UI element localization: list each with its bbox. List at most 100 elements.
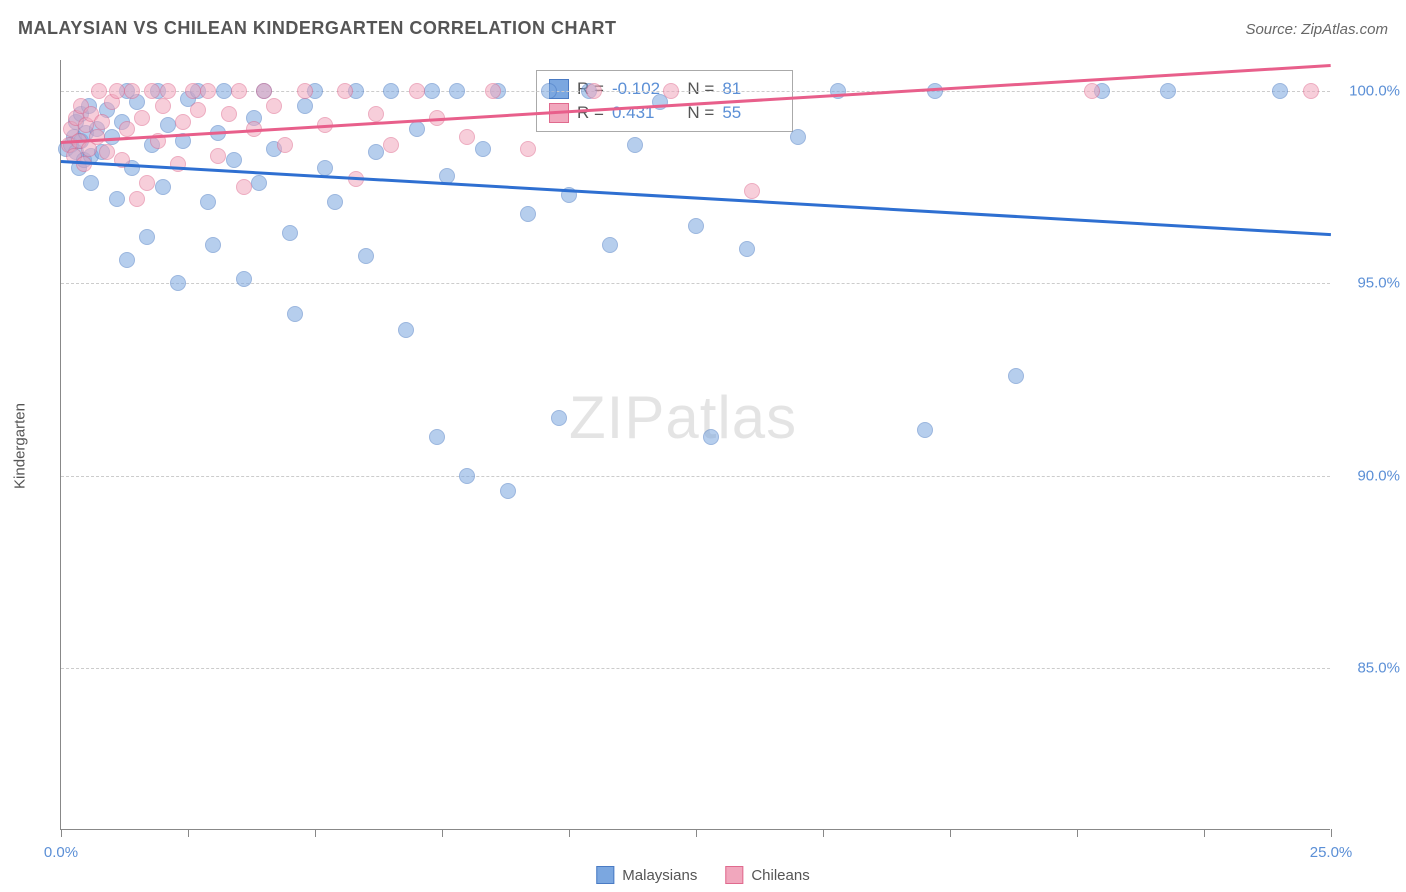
- data-point: [383, 83, 399, 99]
- data-point: [282, 225, 298, 241]
- xtick: [1204, 829, 1205, 837]
- data-point: [251, 175, 267, 191]
- source-label: Source: ZipAtlas.com: [1245, 21, 1388, 38]
- legend-series-label: Chileans: [751, 867, 809, 884]
- data-point: [475, 141, 491, 157]
- data-point: [485, 83, 501, 99]
- data-point: [368, 144, 384, 160]
- data-point: [99, 144, 115, 160]
- data-point: [139, 229, 155, 245]
- xtick: [696, 829, 697, 837]
- xtick: [950, 829, 951, 837]
- legend-swatch: [596, 866, 614, 884]
- stats-n-label: N =: [678, 79, 714, 99]
- data-point: [124, 83, 140, 99]
- xtick: [1331, 829, 1332, 837]
- y-axis-label: Kindergarten: [12, 403, 29, 489]
- legend-item: Chileans: [725, 866, 809, 884]
- data-point: [317, 160, 333, 176]
- ytick-label: 100.0%: [1340, 82, 1400, 99]
- data-point: [200, 194, 216, 210]
- data-point: [83, 175, 99, 191]
- data-point: [602, 237, 618, 253]
- data-point: [155, 179, 171, 195]
- data-point: [520, 206, 536, 222]
- data-point: [185, 83, 201, 99]
- data-point: [429, 429, 445, 445]
- data-point: [221, 106, 237, 122]
- gridline-h: [61, 91, 1330, 92]
- data-point: [287, 306, 303, 322]
- data-point: [368, 106, 384, 122]
- series-legend: Malaysians Chileans: [596, 866, 809, 884]
- data-point: [231, 83, 247, 99]
- data-point: [459, 468, 475, 484]
- data-point: [205, 237, 221, 253]
- data-point: [134, 110, 150, 126]
- gridline-h: [61, 668, 1330, 669]
- data-point: [337, 83, 353, 99]
- data-point: [266, 98, 282, 114]
- data-point: [744, 183, 760, 199]
- scatter-plot-area: ZIPatlas R = -0.102 N = 81R = 0.431 N = …: [60, 60, 1330, 830]
- data-point: [297, 98, 313, 114]
- data-point: [358, 248, 374, 264]
- gridline-h: [61, 476, 1330, 477]
- data-point: [119, 252, 135, 268]
- legend-swatch: [725, 866, 743, 884]
- data-point: [139, 175, 155, 191]
- data-point: [383, 137, 399, 153]
- data-point: [144, 83, 160, 99]
- data-point: [688, 218, 704, 234]
- data-point: [1008, 368, 1024, 384]
- data-point: [327, 194, 343, 210]
- xtick: [61, 829, 62, 837]
- data-point: [119, 121, 135, 137]
- data-point: [277, 137, 293, 153]
- data-point: [586, 83, 602, 99]
- data-point: [1084, 83, 1100, 99]
- xtick: [442, 829, 443, 837]
- data-point: [236, 271, 252, 287]
- data-point: [1303, 83, 1319, 99]
- data-point: [210, 148, 226, 164]
- data-point: [236, 179, 252, 195]
- data-point: [175, 114, 191, 130]
- xtick: [1077, 829, 1078, 837]
- data-point: [200, 83, 216, 99]
- data-point: [398, 322, 414, 338]
- data-point: [89, 129, 105, 145]
- data-point: [109, 83, 125, 99]
- data-point: [170, 275, 186, 291]
- data-point: [155, 98, 171, 114]
- xtick: [315, 829, 316, 837]
- data-point: [703, 429, 719, 445]
- data-point: [1272, 83, 1288, 99]
- xtick: [569, 829, 570, 837]
- data-point: [1160, 83, 1176, 99]
- legend-item: Malaysians: [596, 866, 697, 884]
- data-point: [627, 137, 643, 153]
- ytick-label: 85.0%: [1340, 660, 1400, 677]
- data-point: [190, 102, 206, 118]
- data-point: [297, 83, 313, 99]
- xtick-label: 25.0%: [1310, 844, 1353, 861]
- chart-title: MALAYSIAN VS CHILEAN KINDERGARTEN CORREL…: [18, 18, 617, 39]
- data-point: [109, 191, 125, 207]
- data-point: [739, 241, 755, 257]
- stats-r-label: R =: [577, 103, 604, 123]
- stats-n-value: 81: [722, 79, 780, 99]
- legend-series-label: Malaysians: [622, 867, 697, 884]
- xtick: [188, 829, 189, 837]
- data-point: [500, 483, 516, 499]
- data-point: [256, 83, 272, 99]
- data-point: [424, 83, 440, 99]
- data-point: [459, 129, 475, 145]
- ytick-label: 90.0%: [1340, 467, 1400, 484]
- data-point: [663, 83, 679, 99]
- watermark: ZIPatlas: [569, 383, 797, 452]
- data-point: [409, 83, 425, 99]
- data-point: [541, 83, 557, 99]
- data-point: [160, 83, 176, 99]
- data-point: [94, 114, 110, 130]
